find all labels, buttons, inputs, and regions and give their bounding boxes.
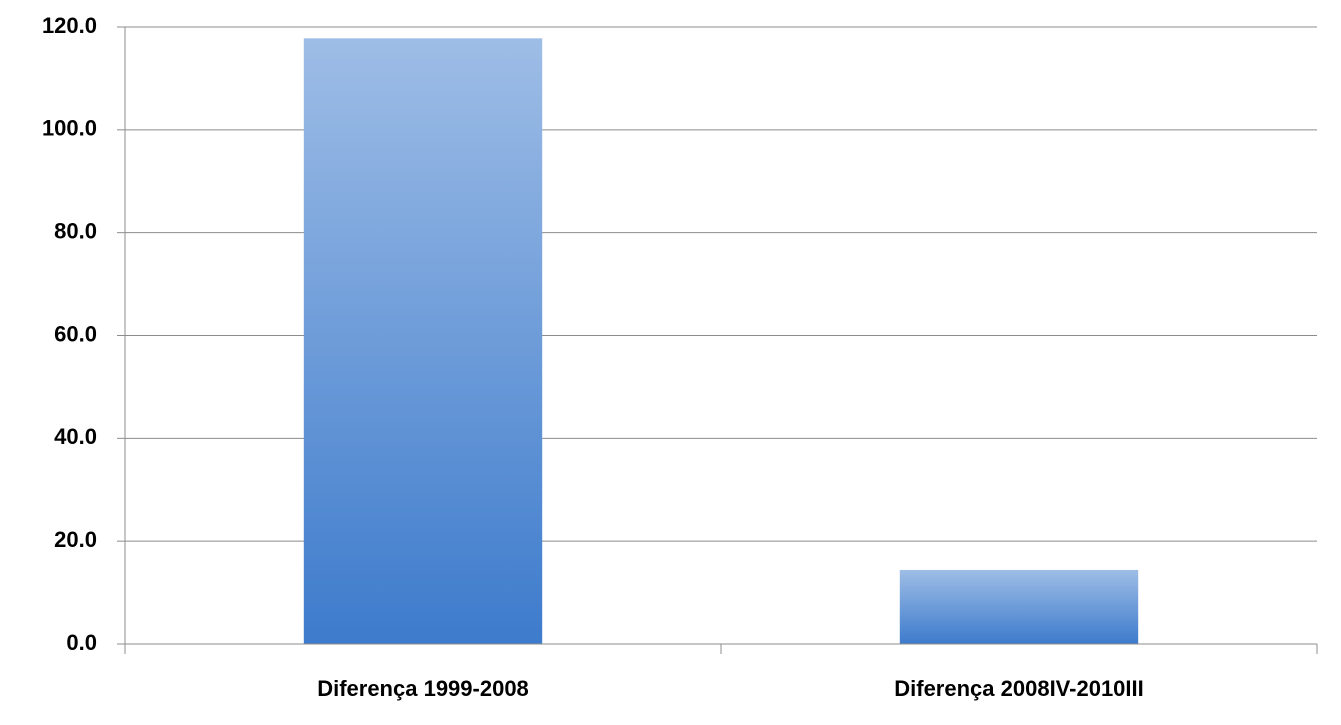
y-tick-label: 100.0 [42, 116, 97, 141]
bar [899, 569, 1139, 644]
y-tick-label: 20.0 [54, 527, 97, 552]
y-tick-label: 40.0 [54, 424, 97, 449]
y-tick-label: 80.0 [54, 218, 97, 243]
y-tick-label: 120.0 [42, 13, 97, 38]
x-tick-label: Diferença 1999-2008 [317, 676, 529, 701]
x-tick-label: Diferença 2008IV-2010III [894, 676, 1144, 701]
bar [303, 38, 543, 645]
y-tick-label: 0.0 [66, 630, 97, 655]
y-tick-label: 60.0 [54, 321, 97, 346]
